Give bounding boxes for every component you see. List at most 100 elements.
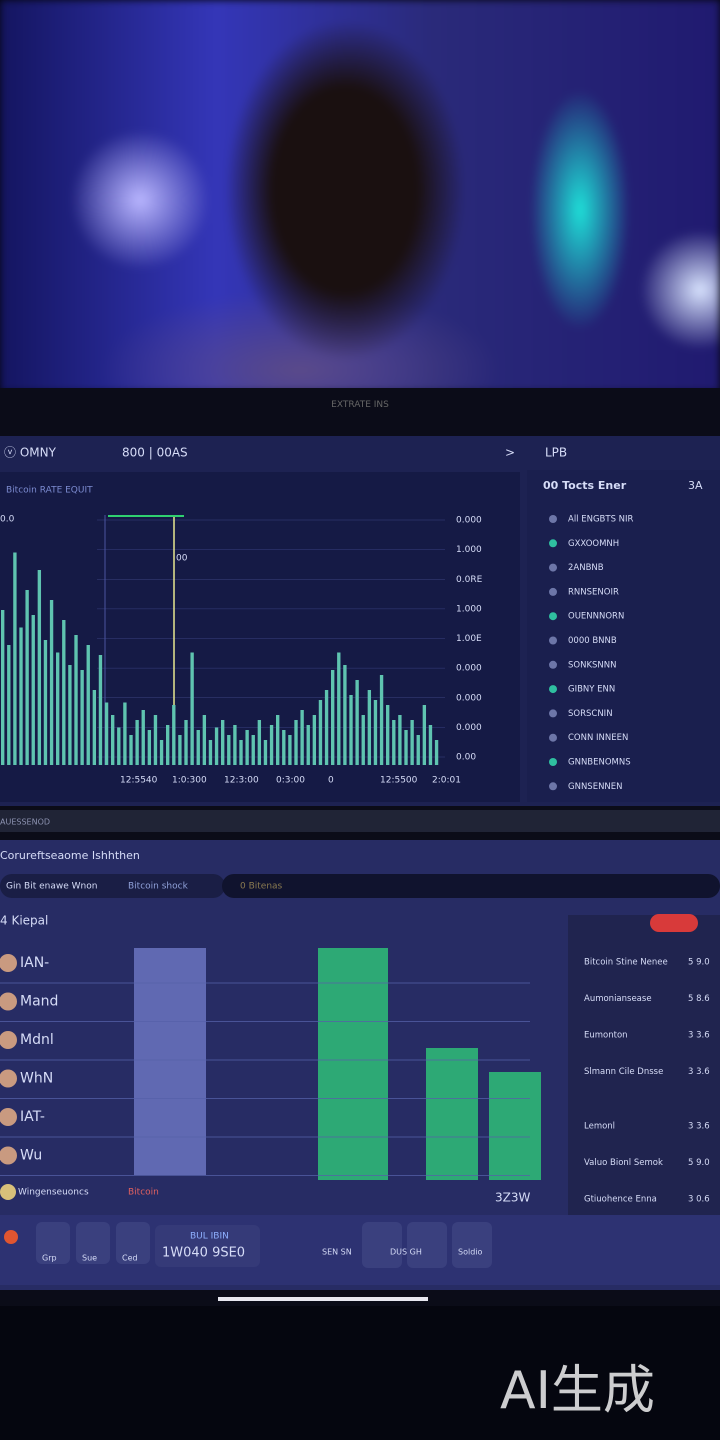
card-label: Slmann Cile Dnsse [584,1067,663,1077]
bar [111,715,115,765]
sidebar-item: CONN INNEEN [568,733,628,743]
bar [379,675,384,765]
bar [25,590,29,765]
bar [251,735,255,765]
card-value: 5 9.0 [688,958,710,968]
tool-label: DUS GH [390,1248,422,1257]
card-label: Valuo Bionl Semok [584,1158,663,1168]
item-icon [549,612,557,621]
tab: 800 | 00AS [122,446,188,460]
bar [245,730,249,765]
search-text: Bitcoin shock [128,882,189,892]
item-icon [549,587,557,596]
bar [141,710,145,765]
bar [184,720,188,765]
bar [190,652,194,765]
bar [294,720,298,765]
bar [404,730,408,765]
bar [318,700,323,765]
bar [62,620,66,765]
avatar [0,954,17,972]
background-photo [0,0,720,392]
row-name: Wu [20,1148,42,1164]
bar [208,740,213,765]
search-box[interactable] [222,874,720,898]
card-value: 3 3.6 [688,1031,710,1041]
bar [159,740,164,765]
sidebar-item: 0000 BNNB [568,636,617,646]
search-box[interactable] [0,874,225,898]
watermark: AI生成 [500,1361,655,1421]
bar [373,700,378,765]
bar [434,740,439,765]
marker-label: 00 [176,554,188,564]
sidebar-item: GNNBENOMNS [568,758,631,768]
display-label: BUL IBIN [190,1232,229,1242]
panel-title: Corureftseaome Ishhthen [0,849,140,862]
bar [56,652,60,765]
bar [202,715,207,765]
tool-button[interactable] [362,1222,402,1268]
tool-button[interactable] [452,1222,492,1268]
bar [300,710,304,765]
y-tick-label: 1.00E [456,634,482,644]
tool-button[interactable] [36,1222,70,1264]
bar [178,735,182,765]
bar [386,705,390,765]
item-icon [549,636,557,645]
sidebar-item: All ENGBTS NIR [568,515,634,525]
sidebar-item: GXXOOMNH [568,539,619,549]
strip-label: AUESSENOD [0,818,50,827]
tool-label: Sue [82,1254,97,1263]
display [155,1225,260,1267]
x-tick-label: 1:0:300 [172,776,207,786]
row-value: 3Z3W [495,1191,530,1205]
y-tick-label: 0.000 [456,693,482,703]
row-name: WhN [20,1071,53,1087]
item-icon [549,515,557,523]
filter-text: 0 Bitenas [240,882,283,892]
screen-content: ⓥ OMNY 800 | 00AS > LPB Bitcoin RATE EQUIT 0.… [0,436,720,1301]
row-name: IAN- [20,955,49,971]
tool-button[interactable] [116,1222,150,1264]
sidebar-title: 00 Tocts Ener [543,479,627,492]
sidebar-item: OUENNNORN [568,612,624,622]
column [489,1072,541,1180]
y-tick-label: 0.00 [456,753,476,763]
x-tick-label: 12:5540 [120,776,158,786]
x-tick-label: 0 [328,776,334,786]
card-value: 3 3.6 [688,1067,710,1077]
sidebar-item: GNNSENNEN [568,782,623,792]
bar [123,702,127,765]
strip [0,810,720,832]
item-icon [549,709,557,718]
x-tick-label: 2:0:01 [432,776,461,786]
sidebar-badge: 3A [688,479,703,492]
bar [153,715,158,765]
bar [312,715,317,765]
item-icon [549,660,557,669]
card-label: Bitcoin Stine Nenee [584,958,668,968]
y-tick-label: 0.000 [456,664,482,674]
bar [98,655,103,765]
row-name: Mdnl [20,1032,54,1048]
bar [349,695,353,765]
bar [214,727,219,765]
stand [218,1297,428,1301]
card-value: 3 3.6 [688,1122,710,1132]
tool-label: SEN SN [322,1248,352,1257]
tool-button[interactable] [76,1222,110,1264]
record-button[interactable] [4,1230,18,1244]
bar [1,610,5,765]
tool-button[interactable] [407,1222,447,1268]
bar [68,665,72,765]
bar [31,615,35,765]
toggle[interactable] [650,914,698,932]
column [426,1048,478,1180]
search-text: Gin Bit enawe Wnon [6,882,97,892]
sidebar-item: 2ANBNB [568,563,604,573]
card-label: Aumoniansease [584,994,652,1004]
bar [367,690,372,765]
bar [92,690,97,765]
